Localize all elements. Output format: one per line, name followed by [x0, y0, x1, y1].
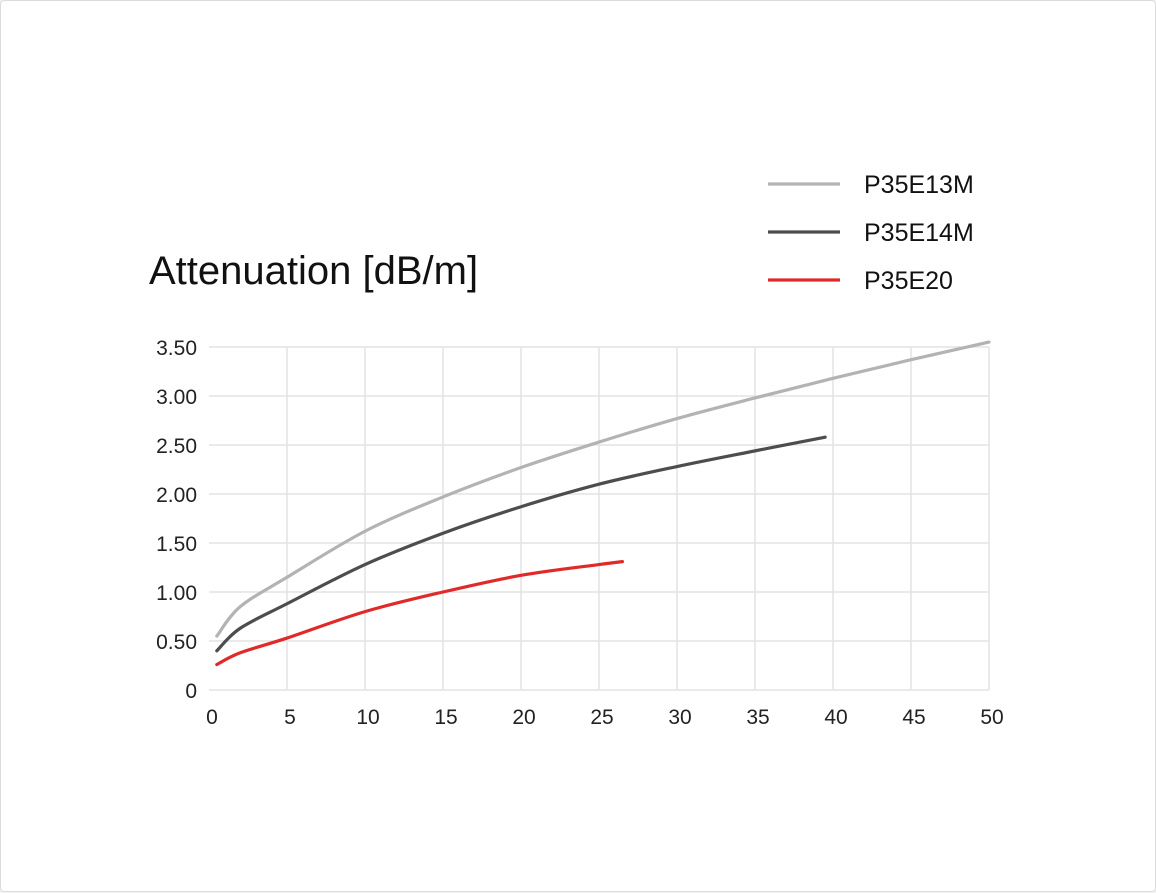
- y-tick-label: 3.50: [156, 337, 197, 360]
- legend-label: P35E20: [864, 267, 953, 295]
- x-tick-label: 10: [356, 706, 379, 729]
- y-tick-label: 3.00: [156, 386, 197, 409]
- legend-label: P35E14M: [864, 219, 974, 247]
- y-tick-label: 1.00: [156, 582, 197, 605]
- x-tick-label: 35: [746, 706, 769, 729]
- y-tick-label: 1.50: [156, 533, 197, 556]
- series-lines: [215, 340, 991, 667]
- y-tick-label: 2.00: [156, 484, 197, 507]
- grid: [209, 346, 990, 691]
- y-axis: 0 0.50 1.00 1.50 2.00 2.50 3.00 3.50: [156, 337, 197, 703]
- series-line-p35e14m: [215, 435, 827, 653]
- x-tick-label: 20: [512, 706, 535, 729]
- x-tick-label: 50: [980, 706, 1003, 729]
- legend-label: P35E13M: [864, 171, 974, 199]
- y-tick-label: 0.50: [156, 631, 197, 654]
- legend: P35E13M P35E14M P35E20: [768, 171, 974, 295]
- x-tick-label: 5: [284, 706, 296, 729]
- y-tick-label: 0: [185, 680, 197, 703]
- x-tick-label: 40: [824, 706, 847, 729]
- series-line-p35e20: [215, 560, 624, 667]
- y-tick-label: 2.50: [156, 435, 197, 458]
- x-tick-label: 15: [434, 706, 457, 729]
- x-tick-label: 30: [668, 706, 691, 729]
- x-tick-label: 0: [206, 706, 218, 729]
- chart-title: Attenuation [dB/m]: [149, 249, 478, 293]
- x-tick-label: 45: [902, 706, 925, 729]
- x-axis: 0 5 10 15 20 25 30 35 40 45 50: [206, 706, 1004, 729]
- series-line-p35e13m: [215, 340, 991, 638]
- x-tick-label: 25: [590, 706, 613, 729]
